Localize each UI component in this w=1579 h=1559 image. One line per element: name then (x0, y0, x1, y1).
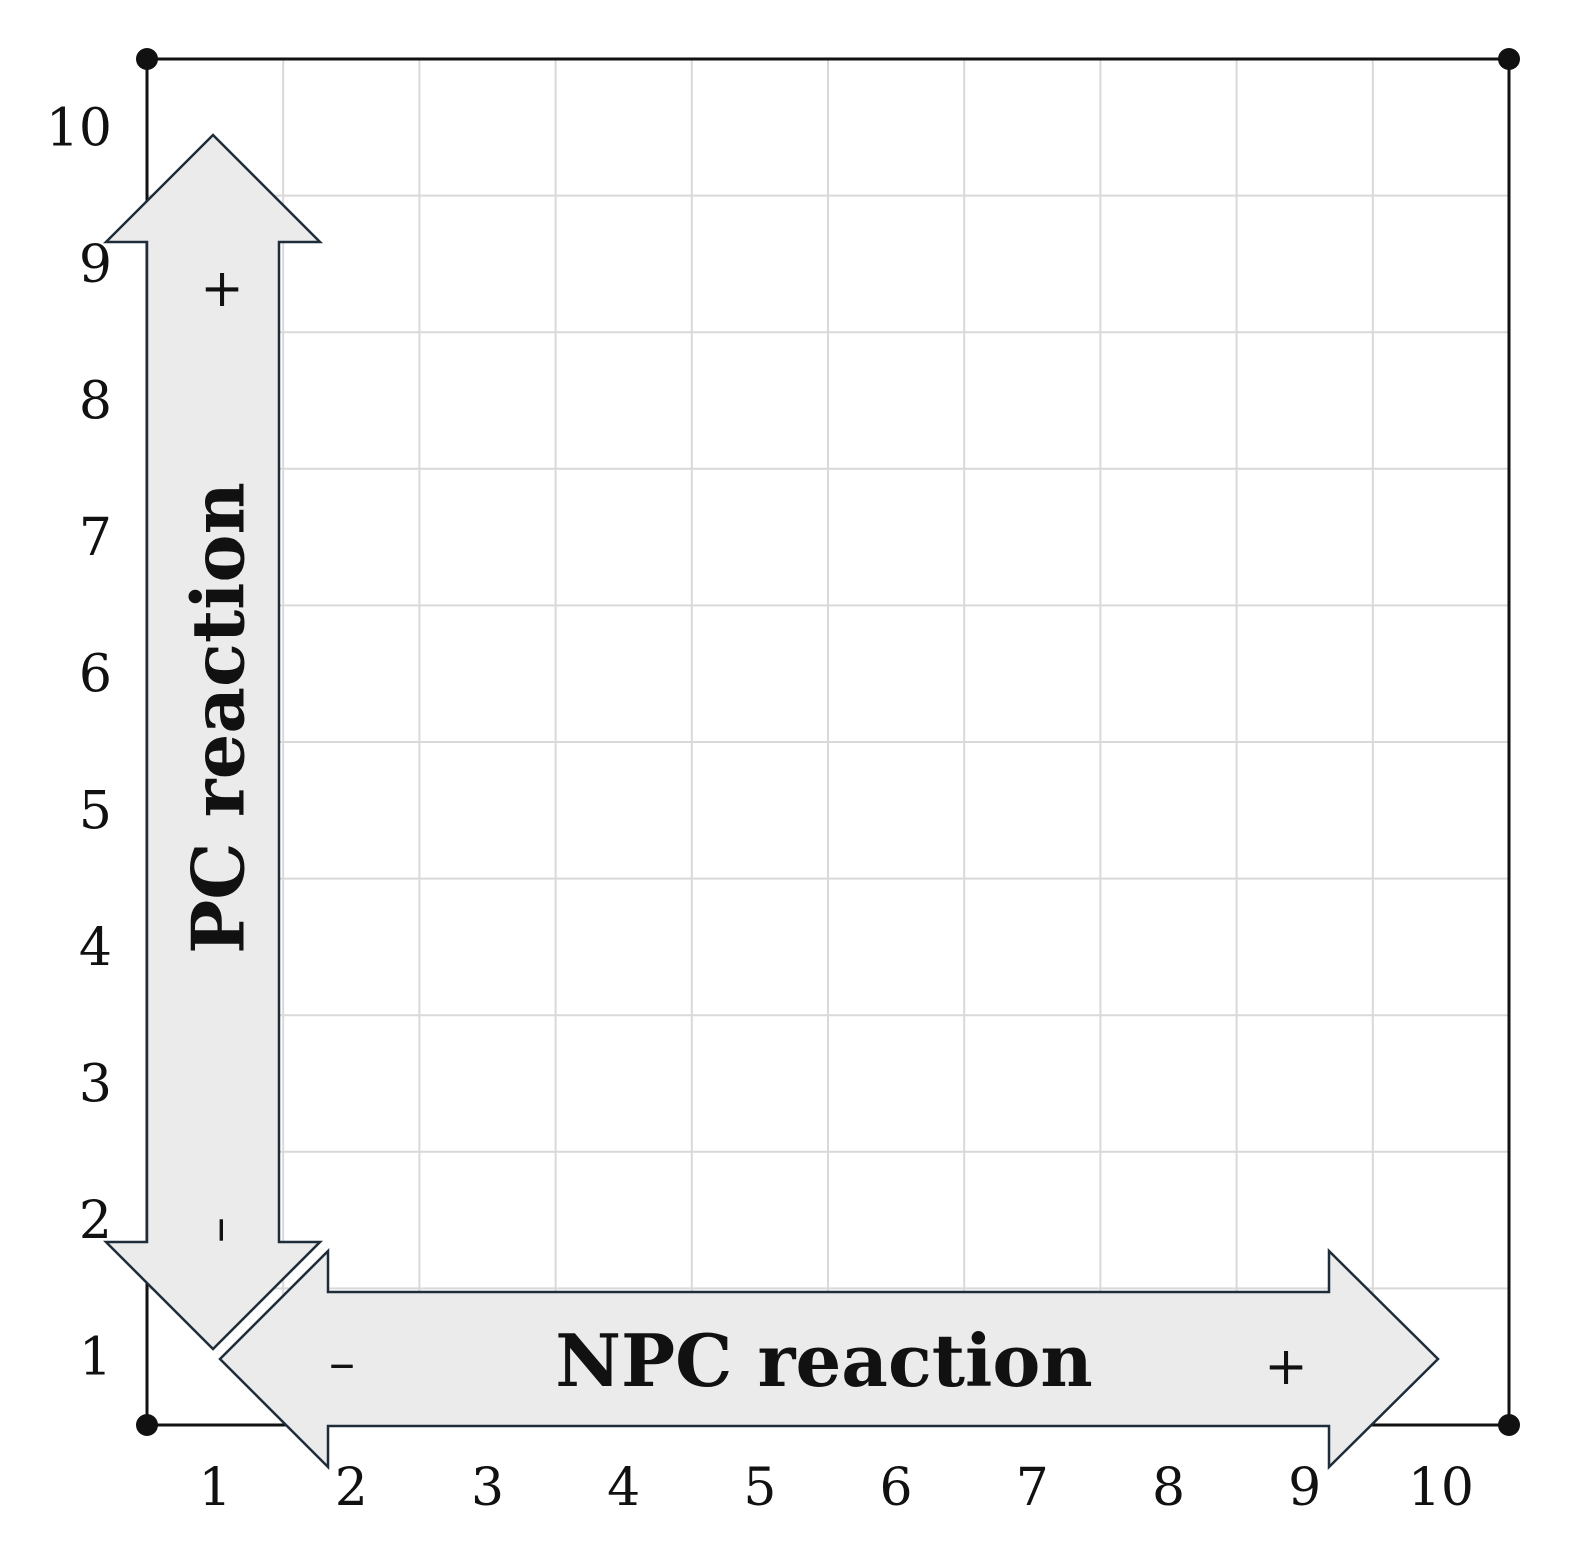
x-tick-label: 2 (335, 1458, 368, 1518)
x-tick-label: 9 (1288, 1458, 1321, 1518)
y-tick-label: 8 (79, 372, 112, 432)
pc-reaction-title: PC reaction (176, 482, 261, 954)
x-tick-label: 8 (1152, 1458, 1185, 1518)
x-tick-label: 4 (607, 1458, 640, 1518)
corner-dot-bottom-right (1498, 1414, 1520, 1436)
y-tick-label: 4 (79, 918, 112, 978)
corner-dot-bottom-left (136, 1414, 158, 1436)
pc-reaction-arrow (102, 133, 324, 1351)
y-tick-label: 5 (79, 781, 112, 841)
x-tick-label: 1 (199, 1458, 232, 1518)
npc-reaction-title: NPC reaction (555, 1318, 1093, 1403)
corner-dot-top-left (136, 48, 158, 70)
pc-reaction-plus-sign: + (200, 259, 244, 319)
x-axis-tick-labels: 1 2 3 4 5 6 7 8 9 10 (199, 1458, 1474, 1518)
npc-reaction-plus-sign: + (1264, 1337, 1308, 1397)
npc-reaction-arrow (218, 1247, 1440, 1471)
x-tick-label: 7 (1016, 1458, 1049, 1518)
y-tick-label: 7 (79, 508, 112, 568)
y-tick-label: 9 (79, 235, 112, 295)
corner-dot-top-right (1498, 48, 1520, 70)
grid-lines (147, 59, 1509, 1425)
x-tick-label: 3 (471, 1458, 504, 1518)
y-tick-label: 6 (79, 645, 112, 705)
npc-reaction-minus-sign: – (329, 1333, 355, 1393)
x-tick-label: 10 (1408, 1458, 1474, 1518)
y-tick-label: 3 (79, 1055, 112, 1115)
y-tick-label: 1 (79, 1328, 112, 1388)
y-tick-label: 10 (46, 98, 112, 158)
pc-reaction-minus-sign: – (188, 1217, 248, 1243)
x-tick-label: 6 (880, 1458, 913, 1518)
x-tick-label: 5 (743, 1458, 776, 1518)
